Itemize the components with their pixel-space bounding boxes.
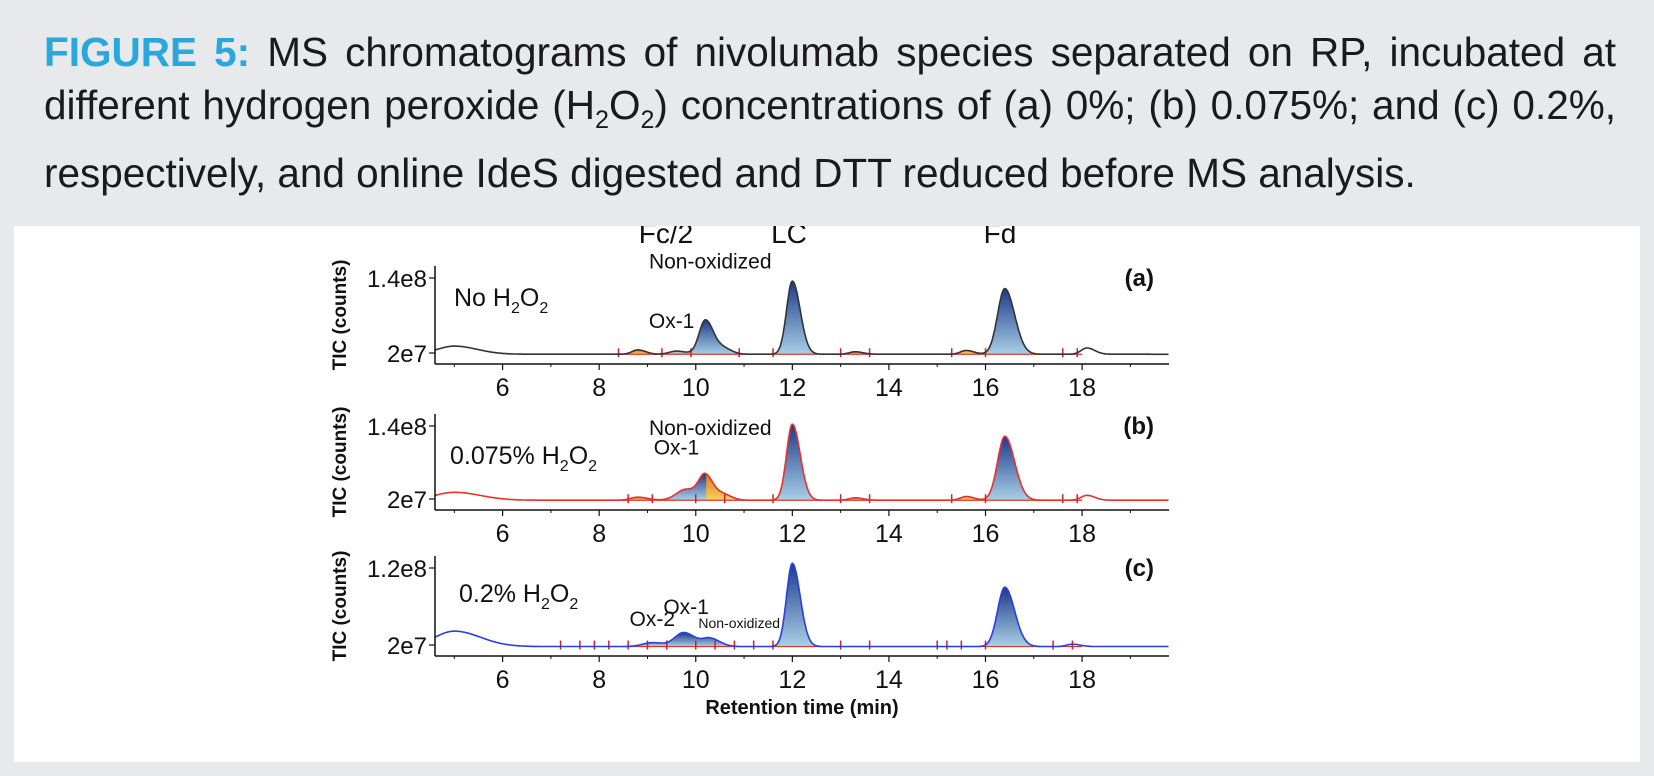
caption-text-3: ) concentrations of (a) 0%; (b) 0.075%; … — [44, 82, 1616, 197]
caption-sub-1: 2 — [594, 106, 609, 135]
peak-annotation: Ox-1 — [649, 310, 695, 333]
y-tick-label: 2e7 — [387, 633, 427, 660]
chart-panel: Fc/2 LC Fd 1.4e8 2e7 6 8 10 12 14 16 18 TIC (coun… — [14, 218, 1640, 762]
x-tick-label: 6 — [496, 666, 510, 694]
x-tick-label: 10 — [682, 666, 710, 694]
y-tick-label: 2e7 — [387, 487, 427, 514]
x-tick-label: 14 — [875, 520, 903, 548]
peak-annotation: Ox-1 — [663, 596, 709, 619]
y-axis-label: TIC (counts) — [330, 551, 351, 662]
condition-label-b: 0.075% H2O2 — [450, 442, 597, 475]
peak-area-b-4 — [706, 473, 749, 501]
trace-line-a — [434, 280, 1169, 356]
peak-annotation: Ox-2 — [630, 608, 676, 631]
trace-line-b — [434, 423, 1169, 501]
y-axis-label: TIC (counts) — [330, 407, 351, 518]
peak-label-lc: LC — [771, 226, 807, 249]
x-tick-label: 14 — [875, 374, 903, 402]
x-tick-label: 8 — [592, 520, 606, 548]
chart-panel-a: 1.4e8 2e7 6 8 10 12 14 16 18 TIC (counts) (a) No H2… — [330, 251, 1169, 402]
peak-annotation: Non-oxidized — [649, 251, 772, 274]
peak-area-b-5 — [773, 424, 817, 501]
peak-area-b-8 — [981, 436, 1035, 501]
figure-label: FIGURE 5: — [44, 29, 251, 75]
peak-annotation: Non-oxidized — [649, 417, 772, 440]
x-tick-label: 12 — [778, 666, 806, 694]
x-tick-label: 6 — [496, 374, 510, 402]
chart-panel-b: 1.4e8 2e7 6 8 10 12 14 16 18 TIC (counts) (b) 0.075… — [330, 407, 1169, 548]
x-axis-label: Retention time (min) — [705, 697, 898, 719]
y-tick-label: 1.4e8 — [367, 266, 427, 293]
x-tick-label: 8 — [592, 666, 606, 694]
x-tick-label: 8 — [592, 374, 606, 402]
panel-label-a: (a) — [1125, 265, 1154, 292]
peak-area-c-4 — [773, 563, 817, 647]
y-tick-label: 2e7 — [387, 341, 427, 368]
panel-label-b: (b) — [1123, 413, 1154, 440]
caption-text-2: O — [608, 82, 641, 128]
condition-label-c: 0.2% H2O2 — [459, 580, 578, 613]
peak-label-fd: Fd — [984, 226, 1017, 249]
x-tick-label: 16 — [972, 374, 1000, 402]
peak-area-a-5 — [773, 281, 817, 355]
y-tick-label: 1.4e8 — [367, 414, 427, 441]
x-tick-label: 18 — [1068, 520, 1096, 548]
chart-panel-c: 1.2e8 2e7 6 8 10 12 14 16 18 TIC (counts) (c) 0.2% … — [330, 551, 1169, 719]
y-axis-label: TIC (counts) — [330, 260, 351, 371]
caption-text: FIGURE 5: MS chromatograms of nivolumab … — [44, 26, 1616, 200]
peak-annotation: Non-oxidized — [698, 615, 780, 631]
peak-area-c-3 — [687, 633, 741, 647]
peak-area-a-4 — [706, 320, 749, 355]
figure-caption: FIGURE 5: MS chromatograms of nivolumab … — [0, 0, 1654, 212]
x-tick-label: 16 — [972, 520, 1000, 548]
x-tick-label: 18 — [1068, 666, 1096, 694]
trace-line-c — [434, 562, 1169, 648]
x-tick-label: 16 — [972, 666, 1000, 694]
peak-label-fc2: Fc/2 — [639, 226, 693, 249]
x-tick-label: 10 — [682, 520, 710, 548]
x-tick-label: 10 — [682, 374, 710, 402]
caption-sub-2: 2 — [640, 106, 655, 135]
caption-text-1: MS chromatograms of nivolumab species se… — [44, 29, 1617, 128]
condition-label-a: No H2O2 — [454, 284, 548, 317]
y-tick-label: 1.2e8 — [367, 556, 427, 583]
x-tick-label: 12 — [778, 520, 806, 548]
peak-area-c-5 — [981, 587, 1035, 647]
peak-annotation: Ox-1 — [654, 437, 700, 460]
panel-label-c: (c) — [1125, 555, 1154, 582]
x-tick-label: 14 — [875, 666, 903, 694]
peak-area-a-8 — [981, 288, 1035, 355]
x-tick-label: 6 — [496, 520, 510, 548]
chromatogram-chart: Fc/2 LC Fd 1.4e8 2e7 6 8 10 12 14 16 18 TIC (coun… — [330, 218, 1169, 719]
x-tick-label: 12 — [778, 374, 806, 402]
x-tick-label: 18 — [1068, 374, 1096, 402]
